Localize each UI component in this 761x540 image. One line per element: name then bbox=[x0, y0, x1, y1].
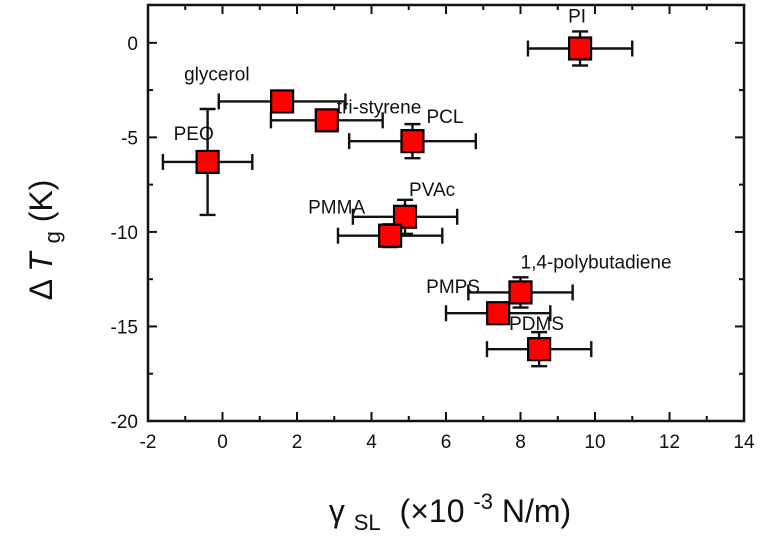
x-tick-label: 14 bbox=[733, 432, 755, 453]
x-tick-label: 8 bbox=[515, 432, 526, 453]
x-axis-exponent: -3 bbox=[473, 489, 493, 514]
y-axis-symbol: T bbox=[23, 250, 59, 272]
point-label: glycerol bbox=[184, 64, 249, 85]
point-label: PVAc bbox=[409, 180, 455, 201]
x-tick-label: 2 bbox=[292, 432, 303, 453]
x-axis-subscript: SL bbox=[354, 510, 381, 535]
x-axis-title: γ SL (×10 -3 N/m) bbox=[329, 480, 571, 535]
y-axis-units: (K) bbox=[23, 180, 59, 223]
data-marker bbox=[195, 149, 220, 175]
y-tick-label: -15 bbox=[111, 317, 138, 338]
y-tick-label: -20 bbox=[111, 412, 138, 433]
x-tick-label: 12 bbox=[659, 432, 680, 453]
data-marker bbox=[486, 301, 511, 326]
y-axis-title: Δ T g (K) bbox=[23, 180, 67, 301]
data-markers bbox=[195, 36, 593, 362]
data-marker bbox=[508, 280, 533, 305]
data-marker bbox=[400, 129, 425, 154]
y-tick-label: 0 bbox=[127, 34, 138, 55]
point-label: PCL bbox=[426, 107, 463, 128]
point-label: tri-styrene bbox=[337, 97, 421, 118]
x-axis-units: N/m) bbox=[502, 493, 571, 529]
point-labels: PEO glycerol tri-styrene PCL PVAc PMMA PI 1,4-p… bbox=[174, 6, 672, 335]
data-marker bbox=[314, 108, 339, 133]
y-tick-label: -10 bbox=[111, 223, 138, 244]
data-marker bbox=[392, 204, 418, 229]
x-axis-symbol: γ bbox=[329, 493, 345, 529]
x-axis-unit-prefix: (×10 bbox=[400, 493, 465, 529]
x-tick-label: 6 bbox=[441, 432, 452, 453]
tick-labels: -2 0 2 4 6 8 10 12 14-20-15-10-50 bbox=[111, 34, 755, 453]
point-label: PDMS bbox=[509, 314, 564, 335]
y-axis-delta: Δ bbox=[23, 279, 59, 300]
axis-ticks bbox=[147, 5, 745, 422]
y-tick-label: -5 bbox=[121, 128, 138, 149]
y-axis-subscript: g bbox=[40, 231, 65, 243]
point-label: PMPS bbox=[426, 277, 480, 298]
data-marker bbox=[270, 89, 295, 114]
x-tick-label: 10 bbox=[584, 432, 605, 453]
point-label: PEO bbox=[174, 124, 214, 145]
data-marker bbox=[527, 337, 552, 362]
point-label: PI bbox=[568, 6, 586, 27]
x-tick-label: -2 bbox=[140, 432, 157, 453]
x-tick-label: 0 bbox=[217, 432, 228, 453]
point-label: 1,4-polybutadiene bbox=[521, 252, 672, 273]
data-marker bbox=[567, 36, 593, 61]
x-tick-label: 4 bbox=[366, 432, 377, 453]
point-label: PMMA bbox=[308, 198, 365, 219]
data-marker bbox=[378, 223, 403, 248]
